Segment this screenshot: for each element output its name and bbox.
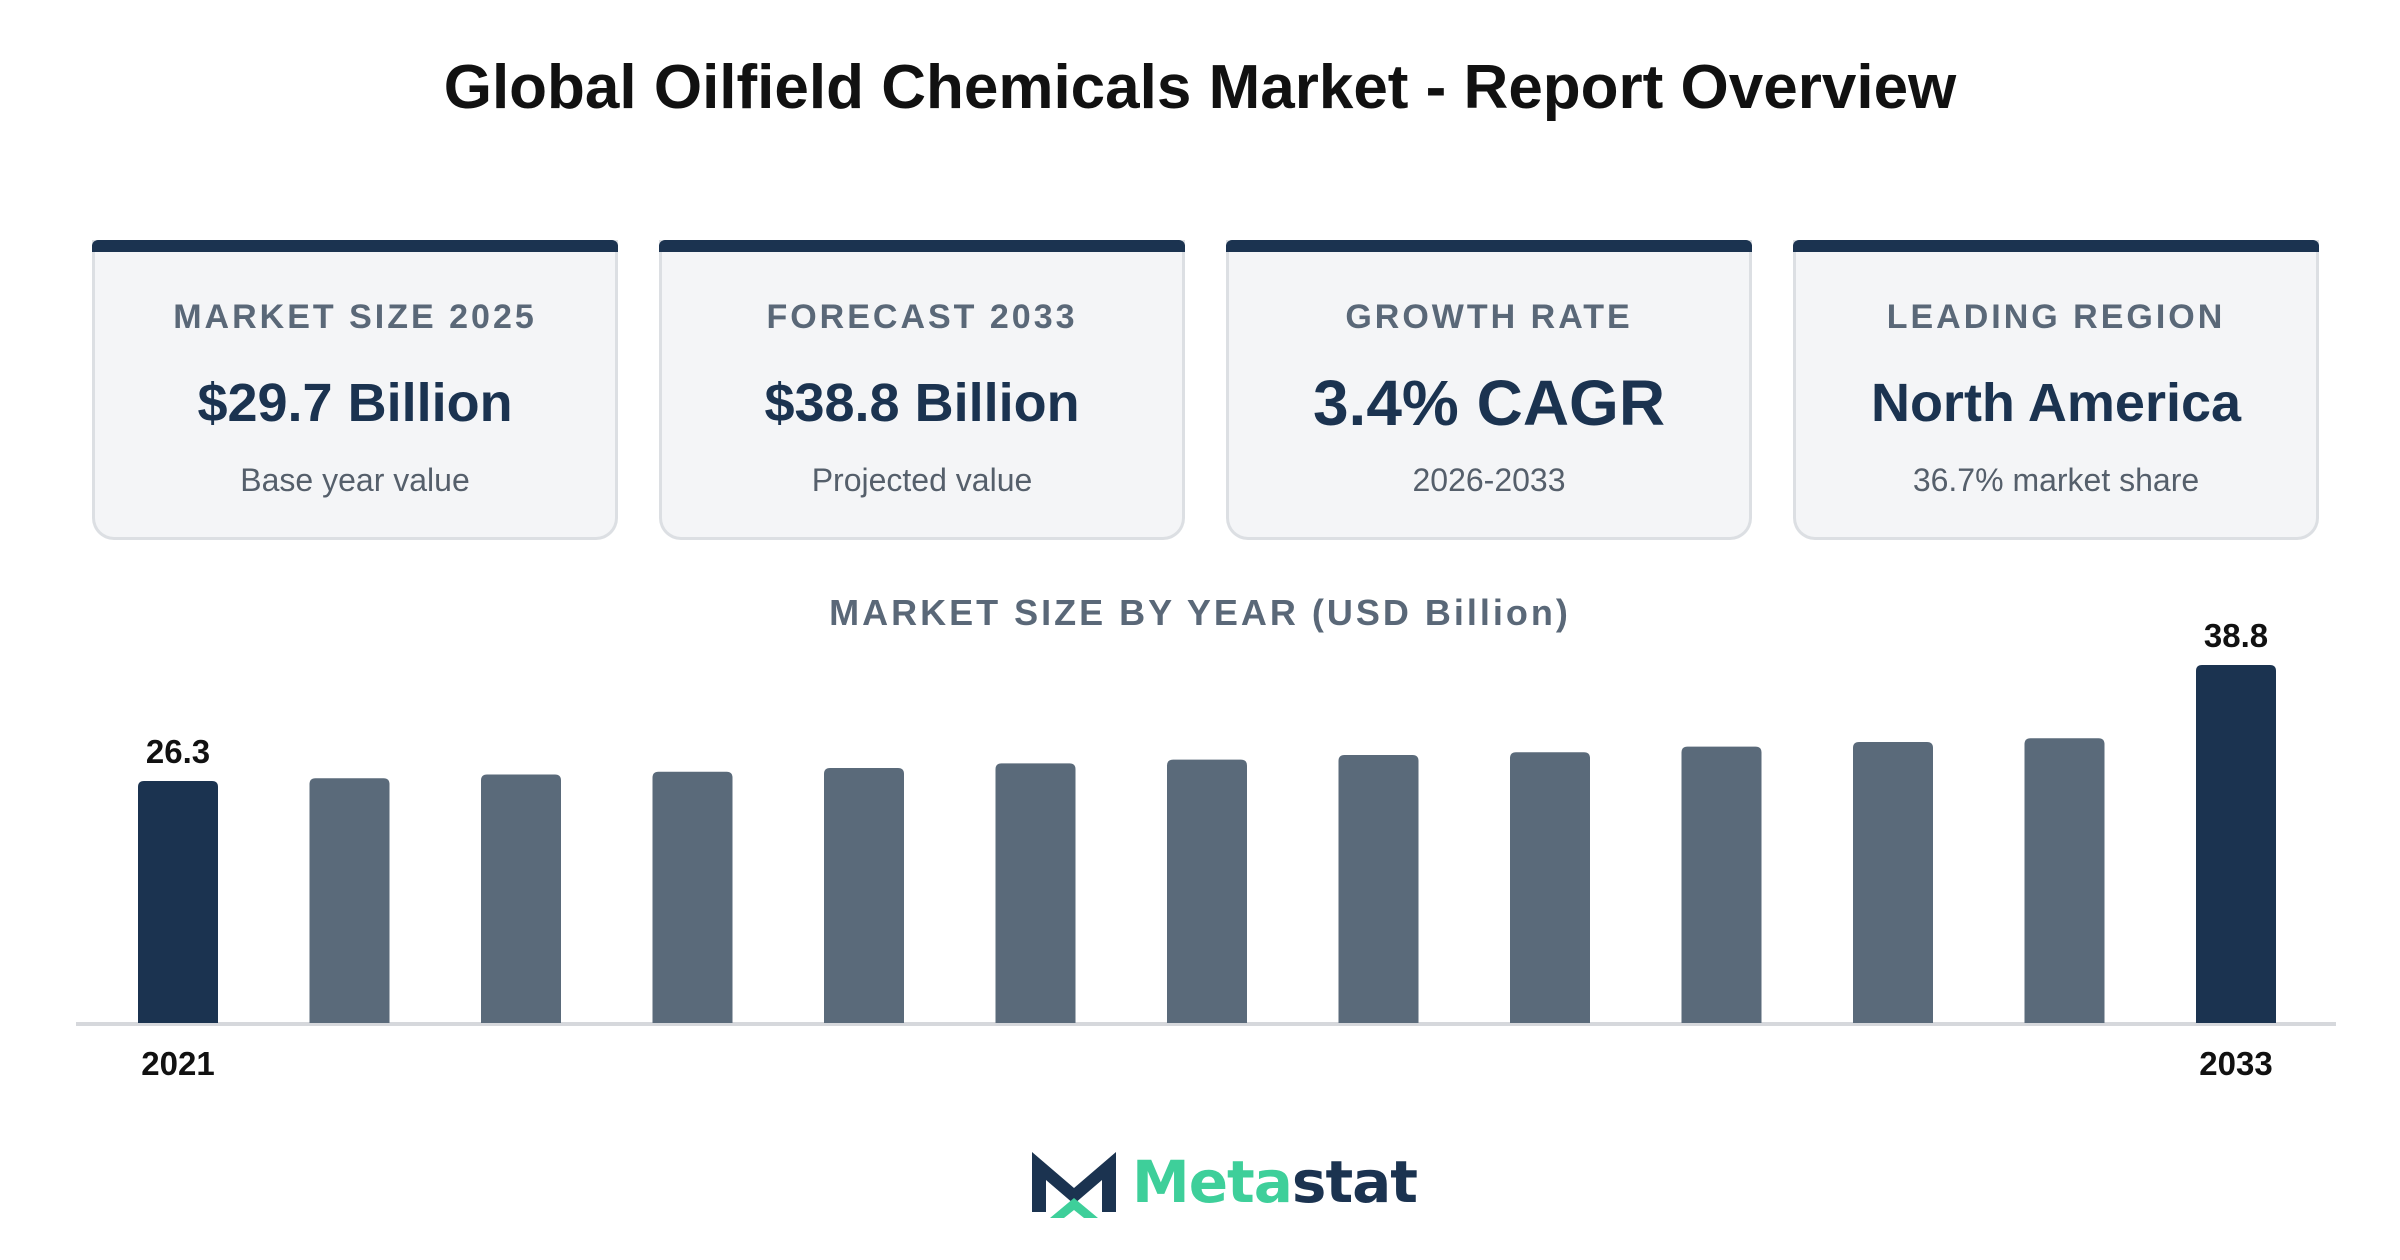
card-label: MARKET SIZE 2025 [173, 298, 537, 336]
metastat-logo-text: Metastat [1132, 1148, 1418, 1216]
bar-2026 [995, 763, 1076, 1023]
data-label-2021: 26.3 [146, 733, 210, 770]
bar-2031 [1853, 742, 1933, 1023]
growth-rate-card: GROWTH RATE 3.4% CAGR 2026-2033 [1226, 240, 1752, 540]
card-value: 3.4% CAGR [1312, 367, 1666, 439]
bar-2023 [481, 774, 561, 1023]
card-label: GROWTH RATE [1345, 298, 1633, 336]
card-value: $38.8 Billion [764, 373, 1080, 433]
bar-2029 [1510, 752, 1590, 1023]
data-label-2033: 38.8 [2204, 617, 2268, 654]
card-subtext: Projected value [811, 462, 1033, 498]
card-subtext: Base year value [240, 462, 470, 498]
card-value: North America [1870, 373, 2242, 433]
bar-2025 [824, 768, 904, 1023]
card-accent-bar [1226, 240, 1752, 252]
card-subtext: 36.7% market share [1912, 462, 2200, 498]
card-subtext: 2026-2033 [1412, 462, 1566, 498]
bar-2030 [1681, 746, 1762, 1023]
metastat-logo-icon [1032, 1152, 1116, 1218]
x-tick-label-2033: 2033 [2199, 1045, 2272, 1082]
card-label: FORECAST 2033 [766, 298, 1078, 336]
x-tick-label-2021: 2021 [141, 1045, 214, 1082]
card-accent-bar [92, 240, 618, 252]
bar-2032 [2024, 738, 2105, 1023]
logo-text-stat: stat [1291, 1148, 1418, 1216]
page-title: Global Oilfield Chemicals Market - Repor… [443, 53, 1957, 122]
logo-text-meta: Meta [1132, 1148, 1293, 1216]
bar-2033 [2196, 665, 2276, 1023]
card-accent-bar [1793, 240, 2319, 252]
bar-2022 [309, 778, 390, 1023]
card-accent-bar [659, 240, 1185, 252]
card-value: $29.7 Billion [197, 373, 513, 433]
bar-2028 [1338, 755, 1419, 1023]
forecast-card: FORECAST 2033 $38.8 Billion Projected va… [659, 240, 1185, 540]
bar-2027 [1167, 759, 1247, 1023]
market-size-card: MARKET SIZE 2025 $29.7 Billion Base year… [92, 240, 618, 540]
bar-2021 [138, 781, 218, 1023]
chart-title: MARKET SIZE BY YEAR (USD Billion) [829, 592, 1571, 633]
leading-region-card: LEADING REGION North America 36.7% marke… [1793, 240, 2319, 540]
card-label: LEADING REGION [1886, 298, 2226, 336]
bar-2024 [652, 771, 733, 1023]
